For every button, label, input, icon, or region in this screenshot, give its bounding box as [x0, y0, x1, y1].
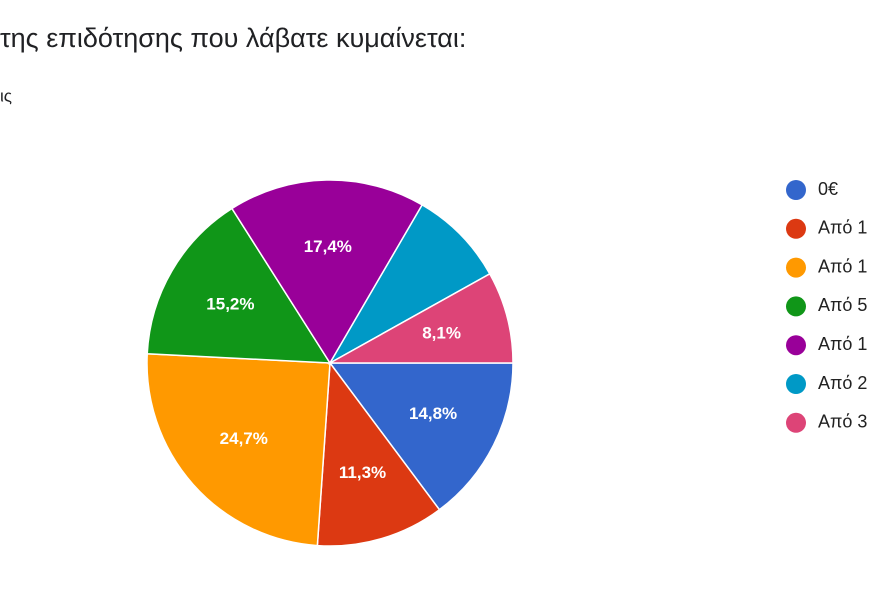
legend-label: Από 1	[818, 256, 867, 276]
pie-slice	[316, 360, 441, 547]
slice-label: 17,4%	[304, 237, 352, 256]
slice-label: 8,1%	[422, 323, 461, 342]
legend-label: Από 1	[818, 218, 867, 238]
legend-marker	[786, 257, 806, 278]
pie-slice	[327, 272, 514, 364]
legend-label: Από 1	[818, 334, 867, 354]
slice-label: 15,2%	[206, 294, 254, 313]
pie-slice	[146, 207, 332, 364]
legend-label: Από 3	[818, 412, 867, 432]
pie-slice	[327, 203, 491, 365]
legend-marker	[786, 296, 806, 317]
pie-slice	[230, 179, 424, 365]
legend-marker	[786, 180, 806, 200]
slice-label: 24,7%	[220, 429, 268, 448]
legend-marker	[786, 374, 806, 394]
legend-marker	[786, 218, 806, 239]
pie-slice	[146, 353, 331, 547]
legend-marker	[786, 335, 806, 356]
chart-title: της επιδότησης που λάβατε κυμαίνεται:	[0, 23, 466, 53]
legend-label: Από 5	[818, 295, 867, 315]
chart-subtitle: ις	[0, 86, 12, 105]
legend-label: 0€	[818, 179, 838, 199]
pie-slice	[328, 362, 514, 511]
legend-marker	[786, 412, 806, 433]
legend-label: Από 2	[818, 373, 867, 393]
slice-label: 14,8%	[409, 404, 457, 423]
slice-label: 11,3%	[339, 463, 386, 482]
